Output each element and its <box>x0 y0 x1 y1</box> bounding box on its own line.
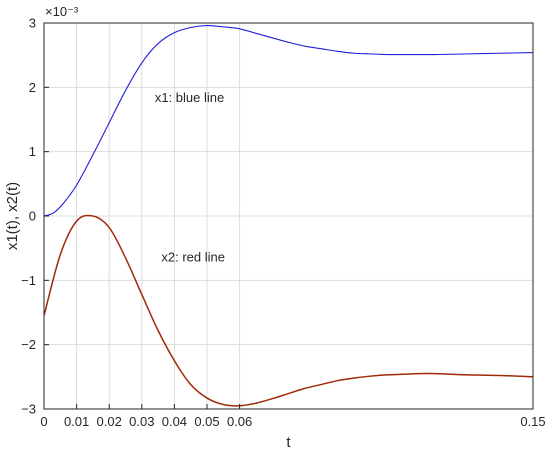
annotation-x2-label: x2: red line <box>161 250 225 265</box>
x-tick-label: 0.15 <box>520 414 545 429</box>
x-axis-ticks: 0 0.01 0.02 0.03 0.04 0.05 0.06 0.15 <box>40 404 546 429</box>
series-line-x2 <box>43 214 534 407</box>
series-line-x1 <box>43 25 534 217</box>
y-tick-label: −1 <box>21 273 36 288</box>
y-tick-label: 3 <box>29 16 36 31</box>
y-tick-label: 1 <box>29 144 36 159</box>
x-axis-label: t <box>286 434 291 451</box>
x-tick-label: 0.05 <box>194 414 219 429</box>
x-tick-label: 0.02 <box>97 414 122 429</box>
x-tick-label: 0.01 <box>64 414 89 429</box>
y-axis-exponent: ×10⁻³ <box>45 4 79 19</box>
x-tick-label: 0.03 <box>129 414 154 429</box>
annotations: x1: blue line x2: red line <box>155 90 225 265</box>
grid <box>43 22 534 410</box>
y-tick-label: 0 <box>29 209 36 224</box>
x-tick-label: 0 <box>40 414 47 429</box>
annotation-x1-label: x1: blue line <box>155 90 224 105</box>
y-axis-ticks: −3 −2 −1 0 1 2 3 <box>21 16 49 417</box>
x-tick-label: 0.04 <box>162 414 187 429</box>
series-lines <box>43 25 534 407</box>
y-tick-label: 2 <box>29 80 36 95</box>
y-axis-label: x1(t), x2(t) <box>4 182 21 250</box>
x-tick-label: 0.06 <box>227 414 252 429</box>
y-tick-label: −3 <box>21 402 36 417</box>
y-tick-label: −2 <box>21 337 36 352</box>
